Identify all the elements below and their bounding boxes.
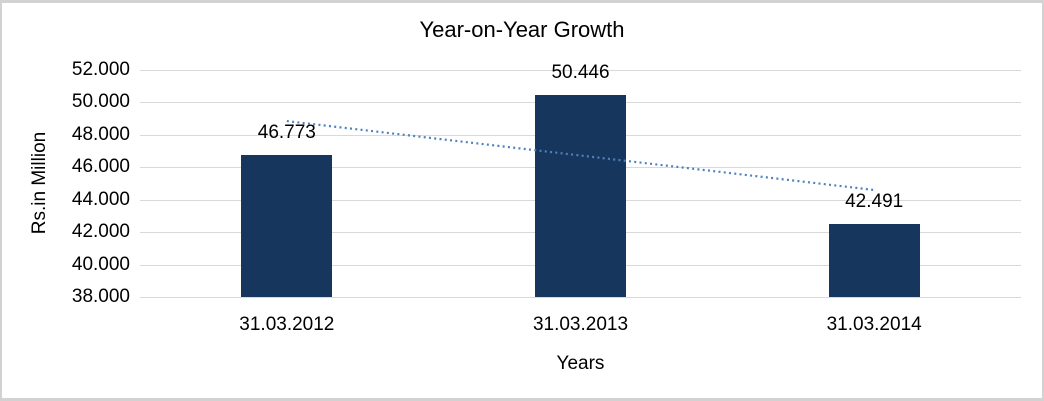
- gridline: [140, 70, 1021, 71]
- category-label: 31.03.2012: [239, 314, 335, 335]
- bar-31.03.2014: [828, 224, 920, 297]
- gridline: [140, 297, 1021, 298]
- value-label: 46.773: [257, 121, 316, 143]
- bar-31.03.2012: [241, 154, 333, 297]
- value-label: 42.491: [845, 191, 904, 213]
- y-tick-label: 48.000: [71, 123, 130, 145]
- y-tick-label: 50.000: [71, 91, 130, 113]
- value-label: 50.446: [551, 62, 610, 84]
- y-tick-label: 38.000: [71, 286, 130, 307]
- bar-31.03.2013: [535, 95, 626, 297]
- y-tick-label: 40.000: [71, 253, 130, 275]
- y-tick-label: 44.000: [71, 188, 130, 210]
- category-label: 31.03.2013: [532, 314, 629, 335]
- chart-title: Year-on-Year Growth: [419, 17, 625, 42]
- y-tick-label: 46.000: [71, 156, 130, 178]
- category-label: 31.03.2014: [826, 314, 922, 335]
- y-axis-title: Rs.in Million: [29, 131, 50, 235]
- y-tick-label: 52.000: [71, 59, 130, 80]
- x-axis-title: Years: [556, 353, 605, 374]
- y-tick-label: 42.000: [71, 221, 130, 243]
